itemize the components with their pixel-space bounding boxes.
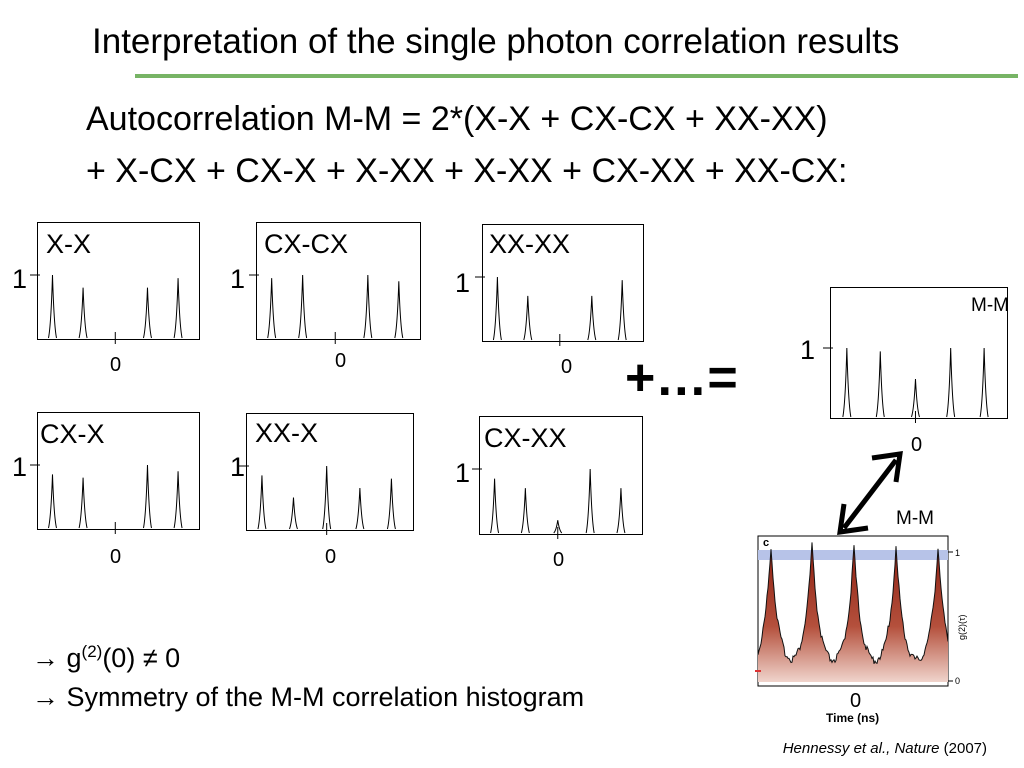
histogram-peak <box>617 280 627 341</box>
correlation-trace <box>757 542 949 664</box>
axis-zero-label: 0 <box>911 434 923 456</box>
double-arrow-icon <box>837 451 903 535</box>
bullet-text: Symmetry of the M-M correlation histogra… <box>59 682 585 712</box>
bullet-symmetry: → Symmetry of the M-M correlation histog… <box>32 682 584 713</box>
histogram-plot <box>30 274 183 344</box>
histogram-peak <box>78 287 88 339</box>
histogram-peak <box>585 468 595 534</box>
histogram-peak <box>142 287 152 339</box>
histogram-peak <box>173 278 183 339</box>
histogram-plot <box>239 465 396 535</box>
experimental-zero-label: 0 <box>850 690 862 712</box>
histogram-peak <box>386 478 396 530</box>
axis-one-label: 1 <box>12 452 28 482</box>
axis-one-label: 1 <box>230 452 246 482</box>
histogram-plot <box>472 468 626 539</box>
histogram-peak <box>322 465 332 530</box>
panel-label: XX-XX <box>489 229 571 259</box>
histogram-peak <box>48 474 57 529</box>
right-tick-bottom: 0 <box>955 676 960 686</box>
histogram-peak <box>616 488 626 534</box>
histogram-panel-cx-cx: CX-CX <box>249 222 421 344</box>
bullet-text: g <box>59 643 82 673</box>
experimental-figure: c 1 0 g(2)(τ) <box>755 532 967 712</box>
histogram-peak <box>492 276 502 341</box>
right-tick-top: 1 <box>955 548 960 558</box>
axis-zero-label: 0 <box>110 546 122 568</box>
panel-label: CX-CX <box>264 229 349 259</box>
histogram-peak <box>78 477 88 529</box>
bullet-superscript: (2) <box>81 642 103 661</box>
histogram-peak <box>523 295 533 341</box>
histogram-peak <box>979 347 989 418</box>
histogram-peak <box>946 347 956 418</box>
histogram-panel-x-x: X-X <box>30 222 200 344</box>
axis-zero-label: 0 <box>325 546 337 568</box>
histogram-plot <box>823 347 989 423</box>
experimental-label: M-M <box>896 508 934 529</box>
histogram-peak <box>289 497 298 530</box>
axis-one-label: 1 <box>455 458 471 488</box>
axis-zero-label: 0 <box>561 356 573 378</box>
histogram-peak <box>47 274 57 339</box>
citation-year: (2007) <box>939 740 987 757</box>
histogram-plot <box>249 274 404 344</box>
axis-zero-label: 0 <box>553 549 565 571</box>
histogram-plot <box>30 464 183 534</box>
axis-zero-label: 0 <box>110 354 122 376</box>
slide-title: Interpretation of the single photon corr… <box>92 22 900 61</box>
equation-line-2: + X-CX + CX-X + X-XX + X-XX + CX-XX + XX… <box>86 152 848 190</box>
equation-line-1: Autocorrelation M-M = 2*(X-X + CX-CX + X… <box>86 100 828 138</box>
plus-ellipsis-equals: +…= <box>625 349 738 407</box>
axis-one-label: 1 <box>455 268 471 298</box>
histogram-peak <box>394 281 404 339</box>
histogram-peak <box>355 488 365 530</box>
histogram-peak <box>875 351 885 418</box>
histogram-peak <box>298 274 308 339</box>
histogram-peak <box>911 379 920 418</box>
axis-one-label: 1 <box>12 264 28 294</box>
experimental-plot: c 1 0 g(2)(τ) <box>755 535 967 687</box>
histogram-panel-cx-xx: CX-XX <box>472 416 643 539</box>
axis-one-label: 1 <box>800 335 816 365</box>
histogram-panel-xx-x: XX-X <box>239 413 414 535</box>
panel-label: CX-X <box>40 419 105 449</box>
histogram-panel-m-m <box>823 287 1008 423</box>
bullet-text-rest: (0) ≠ 0 <box>102 643 181 673</box>
histogram-peak <box>842 347 852 418</box>
panel-label: CX-XX <box>484 423 567 453</box>
histogram-peak <box>553 520 563 534</box>
arrow-icon: → <box>32 682 59 712</box>
histogram-peak <box>587 295 597 341</box>
title-underline <box>135 74 1018 78</box>
axis-one-label: 1 <box>230 264 246 294</box>
histogram-panel-cx-x: CX-X <box>30 412 200 534</box>
axis-zero-label: 0 <box>335 350 347 372</box>
citation-authors: Hennessy et al., Nature <box>782 740 940 757</box>
bullet-g2: → g(2)(0) ≠ 0 <box>32 642 180 674</box>
correlation-fill <box>758 542 948 682</box>
histogram-peak <box>142 464 152 529</box>
histogram-panel-xx-xx: XX-XX <box>475 224 644 346</box>
x-axis-label: Time (ns) <box>826 711 880 725</box>
histogram-peak <box>490 478 500 534</box>
histogram-peak <box>363 274 373 339</box>
histogram-plot <box>475 276 627 346</box>
panel-label: XX-X <box>255 418 319 448</box>
panel-letter: c <box>763 537 769 549</box>
panel-label: M-M <box>971 295 1009 316</box>
histogram-peak <box>173 471 183 529</box>
panel-label: X-X <box>46 229 92 259</box>
arrow-icon: → <box>32 643 59 673</box>
y-axis-label: g(2)(τ) <box>957 614 967 640</box>
histogram-peak <box>267 278 277 339</box>
histogram-peak <box>520 488 530 534</box>
citation: Hennessy et al., Nature (2007) <box>783 740 987 757</box>
histogram-peak <box>257 475 267 530</box>
